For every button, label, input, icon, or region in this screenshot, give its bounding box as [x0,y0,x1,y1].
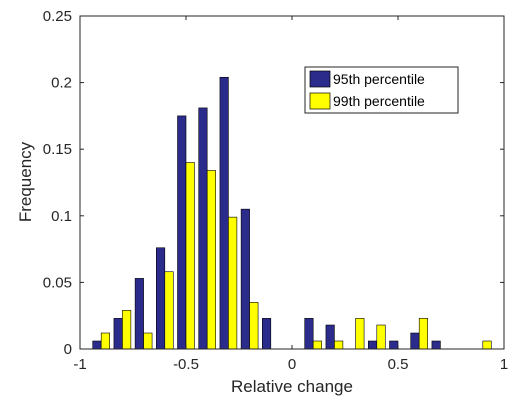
bar-99th-2 [143,332,153,350]
bar-95th-7 [240,208,250,350]
x-tick-label: 1 [500,356,508,373]
bar-99th-10 [312,340,322,350]
x-tick-label: 0 [288,356,296,373]
bar-95th-16 [431,340,441,350]
legend: 95th percentile 99th percentile [304,66,459,114]
bar-99th-11 [334,340,344,350]
y-axis-label: Frequency [16,141,35,222]
bar-95th-1 [113,318,123,350]
bar-95th-5 [198,107,208,350]
bar-95th-2 [134,278,144,350]
x-tick-label: 0.5 [388,356,409,373]
bar-99th-13 [376,324,386,350]
bar-99th-18 [482,340,492,350]
bar-99th-5 [206,170,216,350]
bar-95th-14 [389,340,399,350]
bar-95th-10 [304,318,314,350]
y-tick-label: 0.15 [43,141,72,158]
y-tick-label: 0.25 [43,8,72,25]
bar-99th-0 [100,332,110,350]
x-tick-label: -0.5 [173,356,199,373]
legend-box [304,66,459,114]
y-tick-label: 0.2 [51,75,72,92]
bar-95th-6 [219,76,229,350]
y-tick-label: 0.05 [43,274,72,291]
bar-95th-3 [156,247,166,350]
bar-95th-4 [177,115,187,350]
bar-95th-0 [92,340,102,350]
legend-label-95th: 95th percentile [333,71,425,87]
bar-95th-8 [262,318,272,350]
bar-95th-13 [368,340,378,350]
y-tick-label: 0 [64,341,72,358]
legend-swatch-95th [309,70,331,88]
bar-99th-15 [418,318,428,350]
ticks-group: -1 -0.5 0 0.5 1 0 0.05 0.1 0.15 0.2 0.25 [43,8,508,373]
bar-99th-6 [228,216,238,350]
bar-99th-4 [185,162,195,350]
bar-95th-11 [325,324,335,350]
y-tick-label: 0.1 [51,208,72,225]
legend-swatch-99th [309,92,331,110]
bar-99th-1 [122,310,132,350]
bar-95th-15 [410,332,420,350]
bar-99th-7 [249,302,259,350]
x-axis-label: Relative change [231,377,353,396]
x-tick-label: -1 [73,356,86,373]
bar-99th-12 [355,318,365,350]
legend-label-99th: 99th percentile [333,93,425,109]
bar-99th-3 [164,271,174,350]
